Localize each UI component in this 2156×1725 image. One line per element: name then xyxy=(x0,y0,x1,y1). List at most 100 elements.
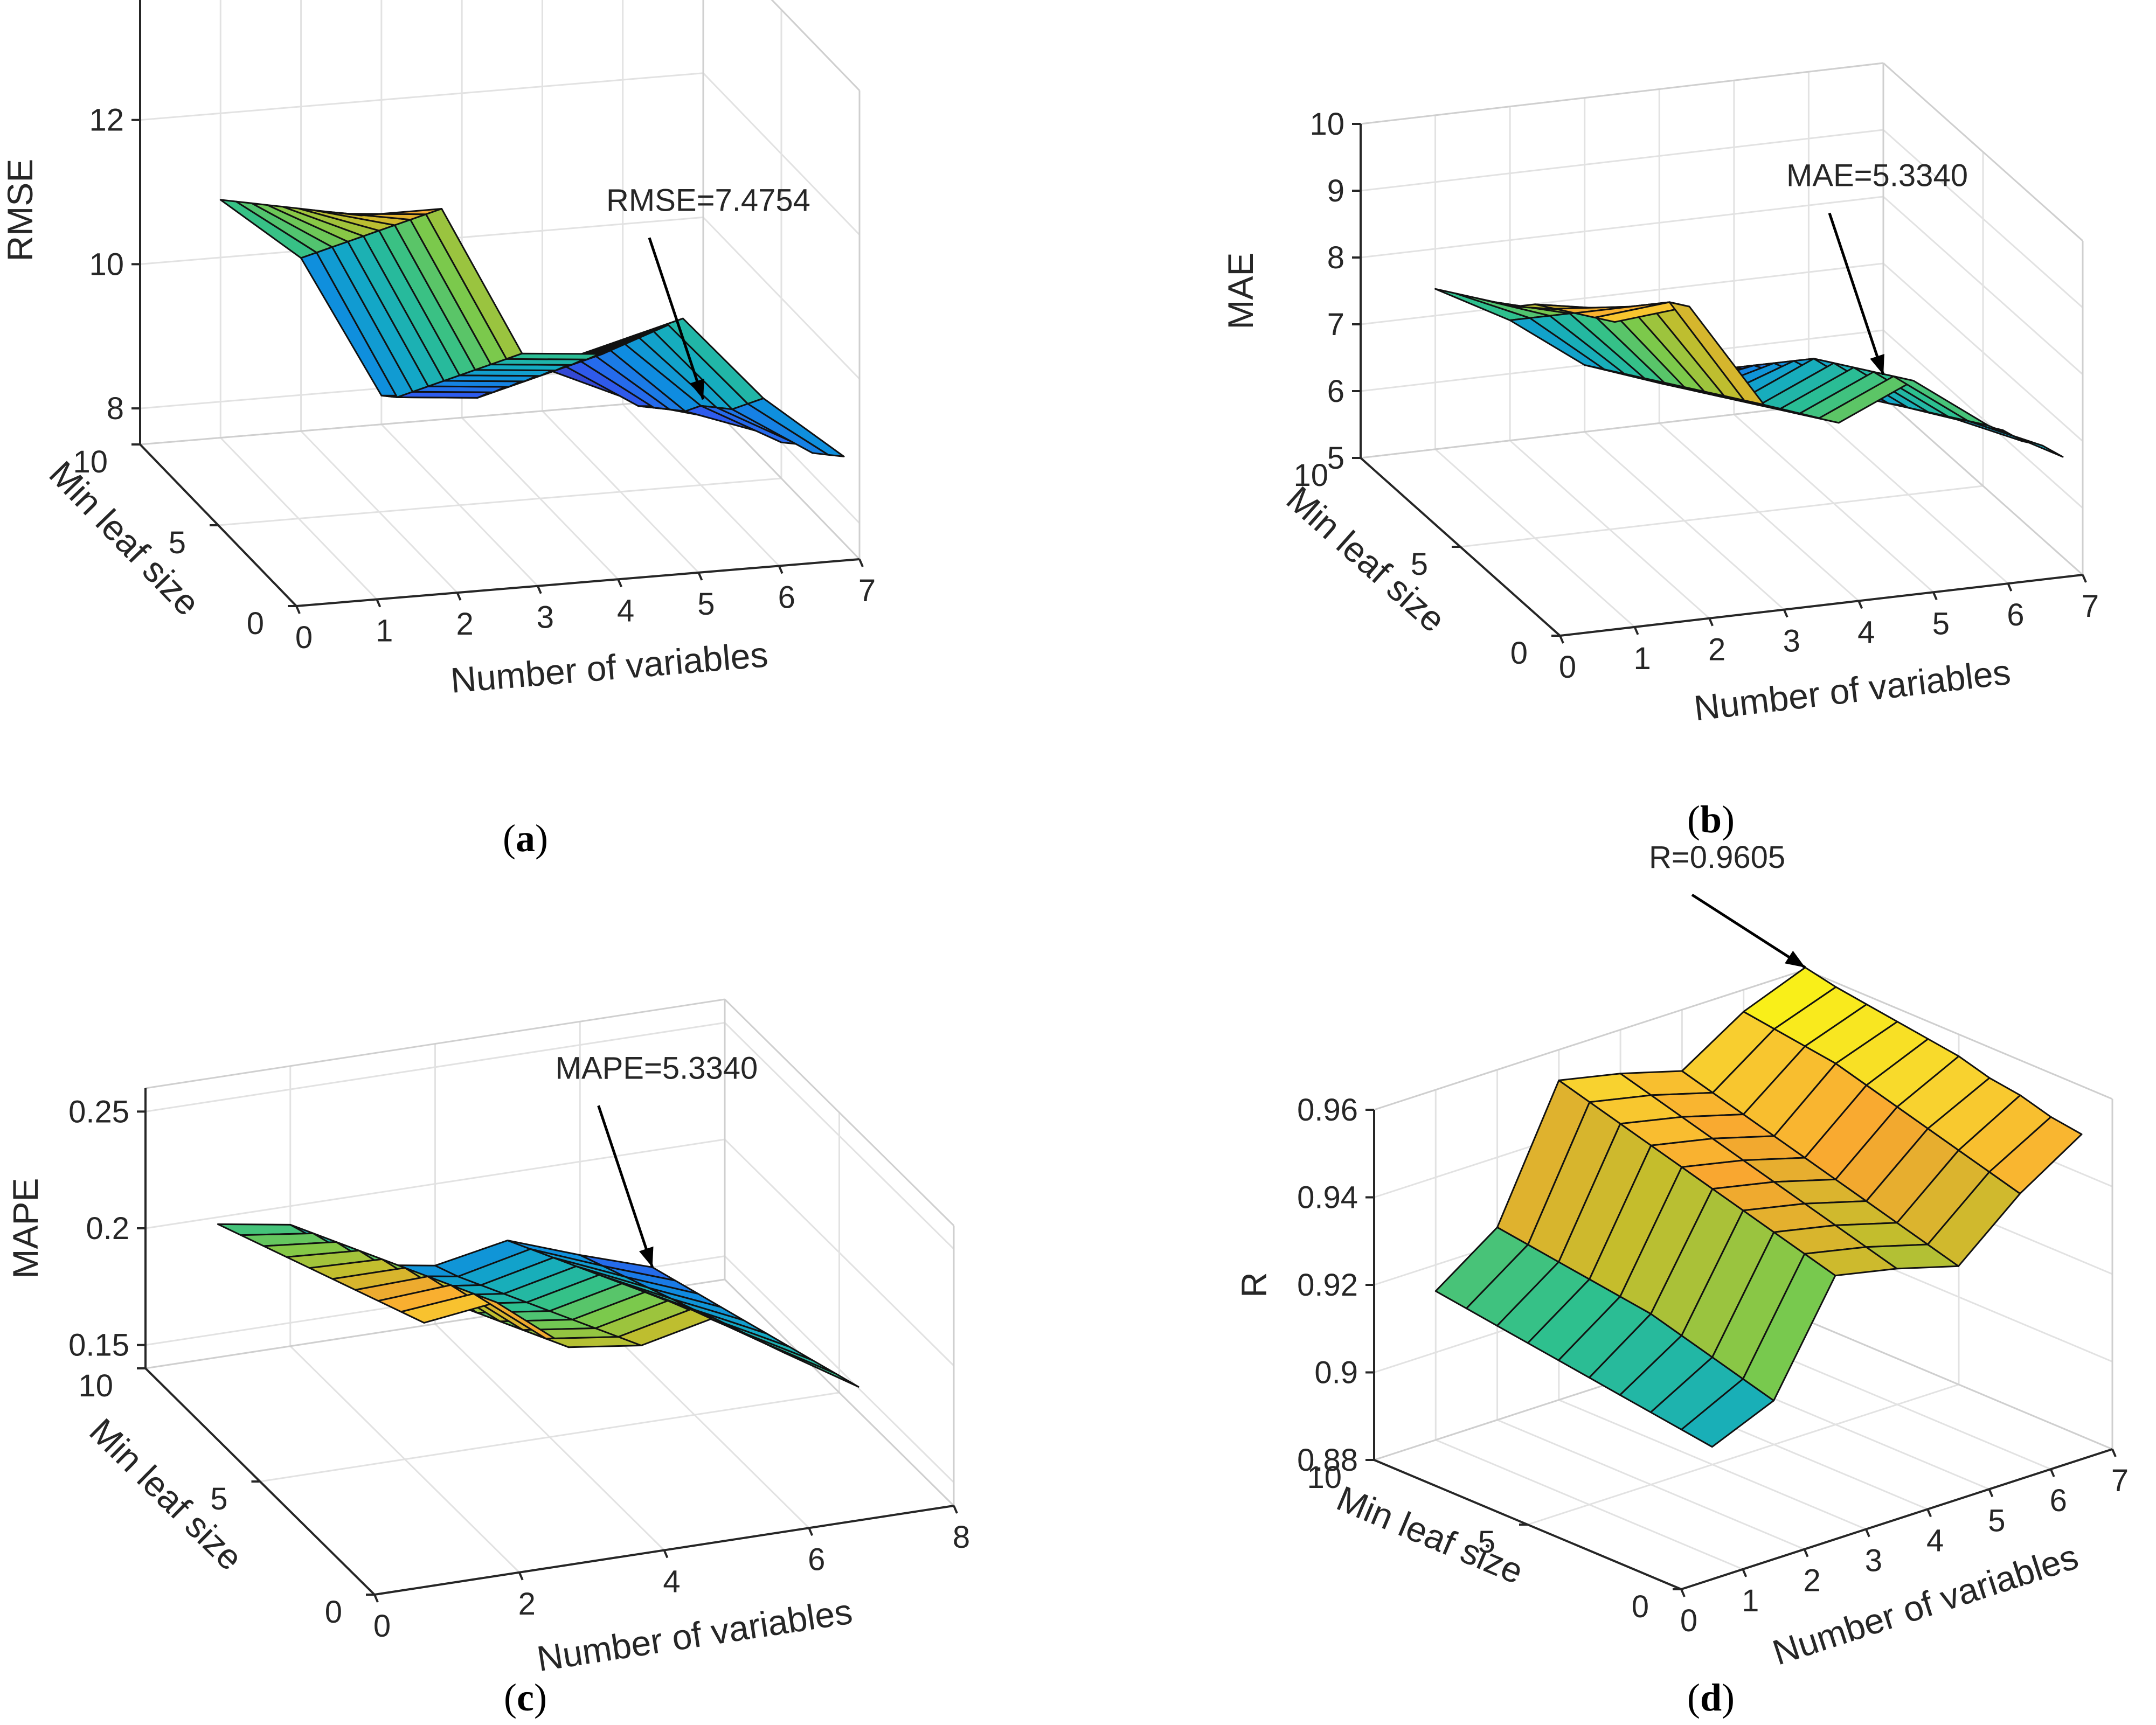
surface xyxy=(217,1223,859,1388)
tick-labels: 0 1 2 3 4 5 6 7 0 5 100.88 0.9 0.92 0.94 0.96 xyxy=(1297,1093,2129,1638)
annotation-arrowhead xyxy=(639,1246,654,1268)
surface xyxy=(1434,288,2064,458)
x-tick-label: 4 xyxy=(617,593,634,628)
z-tick-label: 5 xyxy=(1327,441,1344,476)
z-tick-label: 9 xyxy=(1327,173,1344,208)
x-tick-label: 5 xyxy=(1988,1503,2005,1538)
x-tick-label: 4 xyxy=(663,1564,680,1599)
z-tick-label: 6 xyxy=(1327,374,1344,409)
x-tick-label: 6 xyxy=(2007,597,2024,632)
x-tick-label: 7 xyxy=(858,573,876,608)
annotation-arrowhead xyxy=(690,378,704,400)
x-axis-label: Number of variables xyxy=(1692,652,2013,728)
x-tick-label: 5 xyxy=(1932,606,1950,641)
y-tick-label: 0 xyxy=(247,606,264,641)
x-tick-label: 1 xyxy=(1633,641,1651,676)
panel-c-mape-surface: 0 2 4 6 8 0 5 10 0.15 0.2 0.25 Number of variables M… xyxy=(5,998,970,1719)
x-tick-label: 3 xyxy=(1783,624,1800,659)
y-tick-label: 5 xyxy=(1478,1525,1495,1560)
z-tick-label: 0.88 xyxy=(1297,1443,1358,1478)
y-tick-label: 10 xyxy=(78,1368,113,1403)
z-tick-label: 0.92 xyxy=(1297,1268,1358,1303)
x-tick-label: 0 xyxy=(1680,1603,1697,1638)
x-tick-label: 0 xyxy=(373,1609,391,1644)
z-tick-label: 8 xyxy=(1327,240,1344,275)
annotation-label: MAE=5.3340 xyxy=(1786,158,1968,193)
x-tick-label: 8 xyxy=(953,1520,970,1555)
surface-cell xyxy=(1988,1116,2083,1195)
z-axis-label: MAPE xyxy=(5,1178,45,1278)
z-tick-label: 0.25 xyxy=(68,1094,129,1129)
y-tick-label: 5 xyxy=(1411,547,1428,582)
z-tick-label: 0.2 xyxy=(86,1211,129,1246)
tick-labels: 0 2 4 6 8 0 5 10 0.15 0.2 0.25 xyxy=(68,1094,970,1644)
panel-a-rmse-surface: 0123456705108101214Number of variablesMi… xyxy=(0,0,876,860)
x-tick-label: 6 xyxy=(808,1542,825,1577)
y-axis-label: Min leaf size xyxy=(1332,1478,1529,1592)
surface xyxy=(1434,966,2083,1448)
annotation: MAE=5.3340 xyxy=(1786,158,1968,375)
z-tick-label: 10 xyxy=(89,247,124,282)
x-tick-label: 7 xyxy=(2082,589,2099,624)
z-tick-label: 0.96 xyxy=(1297,1093,1358,1128)
y-tick-label: 10 xyxy=(1293,458,1328,493)
panel-caption-letter: d xyxy=(1700,1676,1722,1719)
axes-box xyxy=(1360,62,2084,637)
z-tick-label: 8 xyxy=(107,391,124,426)
annotation: R=0.9605 xyxy=(1649,840,1806,969)
panel-caption: (b) xyxy=(1687,798,1735,841)
x-tick-label: 4 xyxy=(1857,615,1875,650)
x-axis-label: Number of variables xyxy=(449,634,769,700)
x-tick-label: 7 xyxy=(2111,1463,2129,1498)
surface-cell xyxy=(762,1341,859,1388)
x-tick-label: 2 xyxy=(1708,632,1725,667)
x-tick-label: 2 xyxy=(1803,1563,1820,1598)
panel-caption: (d) xyxy=(1687,1676,1735,1719)
z-tick-label: 12 xyxy=(89,103,124,138)
axes-lines xyxy=(139,0,860,607)
annotation-label: R=0.9605 xyxy=(1649,840,1785,875)
surface xyxy=(219,199,845,457)
annotation-label: MAPE=5.3340 xyxy=(556,1051,758,1086)
axes-box xyxy=(139,0,861,607)
x-tick-label: 0 xyxy=(1559,650,1576,685)
x-tick-label: 6 xyxy=(778,580,795,615)
y-tick-label: 10 xyxy=(73,444,108,479)
x-tick-label: 2 xyxy=(518,1587,536,1622)
x-tick-label: 2 xyxy=(456,607,473,642)
x-axis-label: Number of variables xyxy=(535,1591,855,1679)
x-tick-label: 3 xyxy=(537,600,554,635)
annotation-arrowhead xyxy=(1785,950,1805,968)
panel-d-r-surface: 0 1 2 3 4 5 6 7 0 5 100.88 0.9 0.92 0.94 0.96 Number of… xyxy=(1234,840,2129,1719)
panel-caption: (a) xyxy=(503,817,548,860)
x-tick-label: 5 xyxy=(697,587,715,622)
surface-cell xyxy=(747,397,845,457)
z-tick-label: 10 xyxy=(1309,107,1344,142)
panel-caption-letter: c xyxy=(517,1676,534,1719)
y-tick-label: 10 xyxy=(1307,1460,1342,1495)
x-tick-label: 3 xyxy=(1865,1543,1882,1578)
z-axis-label: RMSE xyxy=(0,159,40,262)
z-tick-label: 7 xyxy=(1327,307,1344,342)
x-axis-label: Number of variables xyxy=(1768,1536,2083,1673)
x-tick-label: 0 xyxy=(295,620,313,655)
panel-caption-letter: a xyxy=(516,817,535,860)
x-tick-label: 1 xyxy=(1742,1583,1759,1618)
tick-labels: 0123456705108101214 xyxy=(73,103,876,655)
z-tick-label: 0.9 xyxy=(1314,1355,1358,1390)
annotation: MAPE=5.3340 xyxy=(556,1051,758,1268)
axes-lines xyxy=(144,1088,954,1596)
panel-caption-letter: b xyxy=(1700,798,1722,841)
surface-cell xyxy=(1967,420,2064,458)
panel-caption: (c) xyxy=(504,1676,547,1719)
x-tick-label: 1 xyxy=(376,614,393,649)
y-tick-label: 0 xyxy=(1632,1589,1649,1624)
z-axis-label: MAE xyxy=(1221,252,1260,329)
x-tick-label: 6 xyxy=(2050,1483,2067,1518)
y-tick-label: 5 xyxy=(169,525,186,560)
annotation-label: RMSE=7.4754 xyxy=(606,183,810,218)
y-tick-label: 5 xyxy=(210,1481,227,1517)
annotation-arrowhead xyxy=(1870,354,1884,375)
